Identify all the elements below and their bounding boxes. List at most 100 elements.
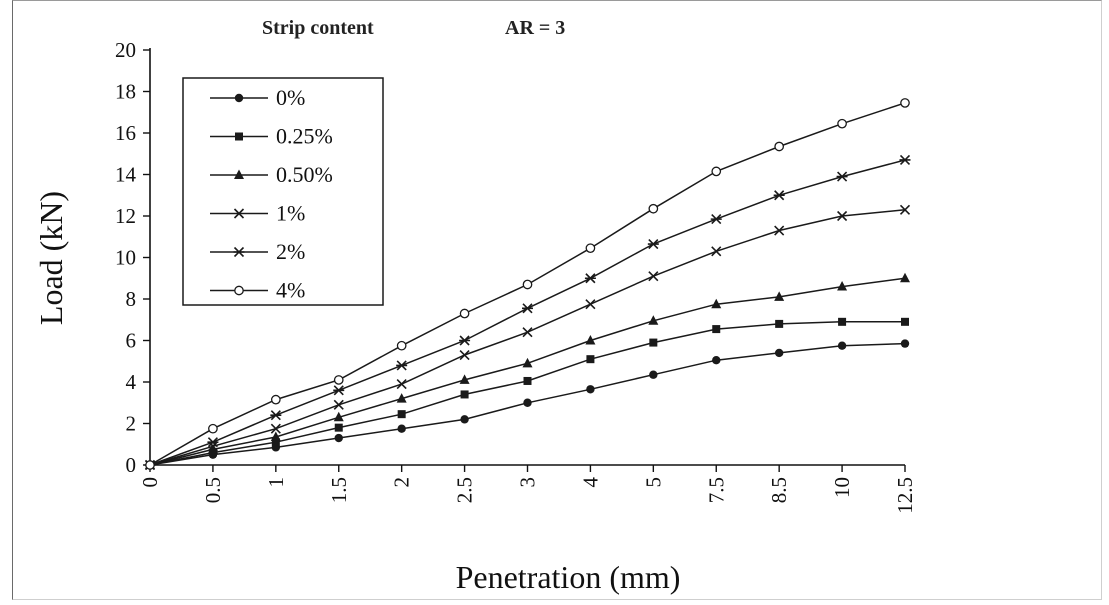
data-point [233,208,245,219]
data-point [774,291,785,301]
data-point [334,423,343,432]
data-point [649,370,658,379]
legend: 0% 0.25% 0.50% 1% 2% 4% [182,77,384,306]
y-tick-label: 4 [126,370,137,394]
data-point [899,154,911,166]
series-2 [146,317,909,469]
series-line [149,321,905,466]
data-point [333,385,345,396]
data-point [270,423,281,434]
legend-item: 0.50% [210,162,333,187]
legend-item: 0.25% [210,124,333,149]
data-point [712,356,721,365]
data-point [710,214,722,225]
data-point [586,355,595,364]
data-point [397,424,406,433]
legend-label: 0.25% [276,124,333,149]
data-point [396,360,408,371]
data-point [584,273,596,284]
data-point [648,203,659,214]
data-point [901,317,909,326]
data-point [585,299,596,310]
data-point [775,319,784,328]
legend-label: 2% [276,239,305,264]
series-5 [144,154,911,471]
data-point [711,246,722,257]
data-point [522,357,533,368]
data-point [711,298,722,309]
annotations: Strip content AR = 3 [262,17,565,39]
legend-label: 4% [276,278,305,303]
data-point [586,385,595,394]
data-point [145,460,155,470]
data-point [208,423,218,434]
data-point [648,271,659,282]
y-tick-label: 20 [115,38,136,62]
y-tick-label: 14 [115,163,137,187]
x-tick-label: 2 [390,477,414,488]
data-point [270,410,282,421]
legend-label: 1% [276,201,305,226]
y-tick-label: 16 [115,121,136,145]
data-point [774,225,785,236]
series-6 [145,98,910,470]
data-point [270,394,281,405]
y-tick-label: 12 [115,204,136,228]
x-tick-label: 2.5 [453,477,477,503]
data-point [838,317,847,326]
data-point [522,327,533,338]
figure-frame [12,0,1102,600]
data-point [837,341,847,350]
y-tick-label: 18 [115,80,136,104]
data-point [333,399,344,410]
data-point [836,171,848,182]
data-point [396,393,407,403]
y-tick-label: 8 [126,287,137,311]
data-point [774,348,784,358]
data-point [270,431,281,441]
x-tick-label: 1.5 [327,477,351,503]
data-point [711,166,722,177]
data-point [585,335,596,345]
y-axis-label: Load (kN) [33,191,69,325]
series-4 [144,204,911,471]
data-point [647,238,659,250]
data-point [899,204,911,215]
x-tick-label: 1 [264,477,288,488]
data-point [459,308,470,319]
data-point [712,325,721,334]
data-point [234,93,244,103]
data-point [837,210,848,222]
legend-item: 2% [210,239,305,264]
data-point [773,190,785,201]
data-point [396,379,407,390]
data-point [334,433,343,443]
legend-label: 0% [276,85,305,110]
data-point [585,243,596,254]
data-point [235,132,243,141]
series-group [144,98,911,471]
data-point [207,443,218,454]
data-point [396,340,407,351]
x-tick-label: 4 [578,477,602,488]
data-point [459,374,470,384]
data-point [233,246,245,258]
x-tick-label: 8.5 [767,477,791,503]
y-tick-label: 6 [126,329,137,353]
legend-label: 0.50% [276,162,333,187]
y-tick-label: 2 [126,412,137,436]
y-tick-label: 0 [126,453,137,477]
data-point [774,141,785,152]
data-point [397,410,406,419]
data-point [523,376,532,385]
data-point [459,349,470,361]
y-tick-label: 10 [115,246,136,270]
data-point [460,390,469,399]
series-line [149,277,906,466]
data-point [900,272,910,283]
data-point [900,339,910,348]
data-point [460,415,469,424]
data-point [271,438,280,447]
data-point [837,281,848,291]
